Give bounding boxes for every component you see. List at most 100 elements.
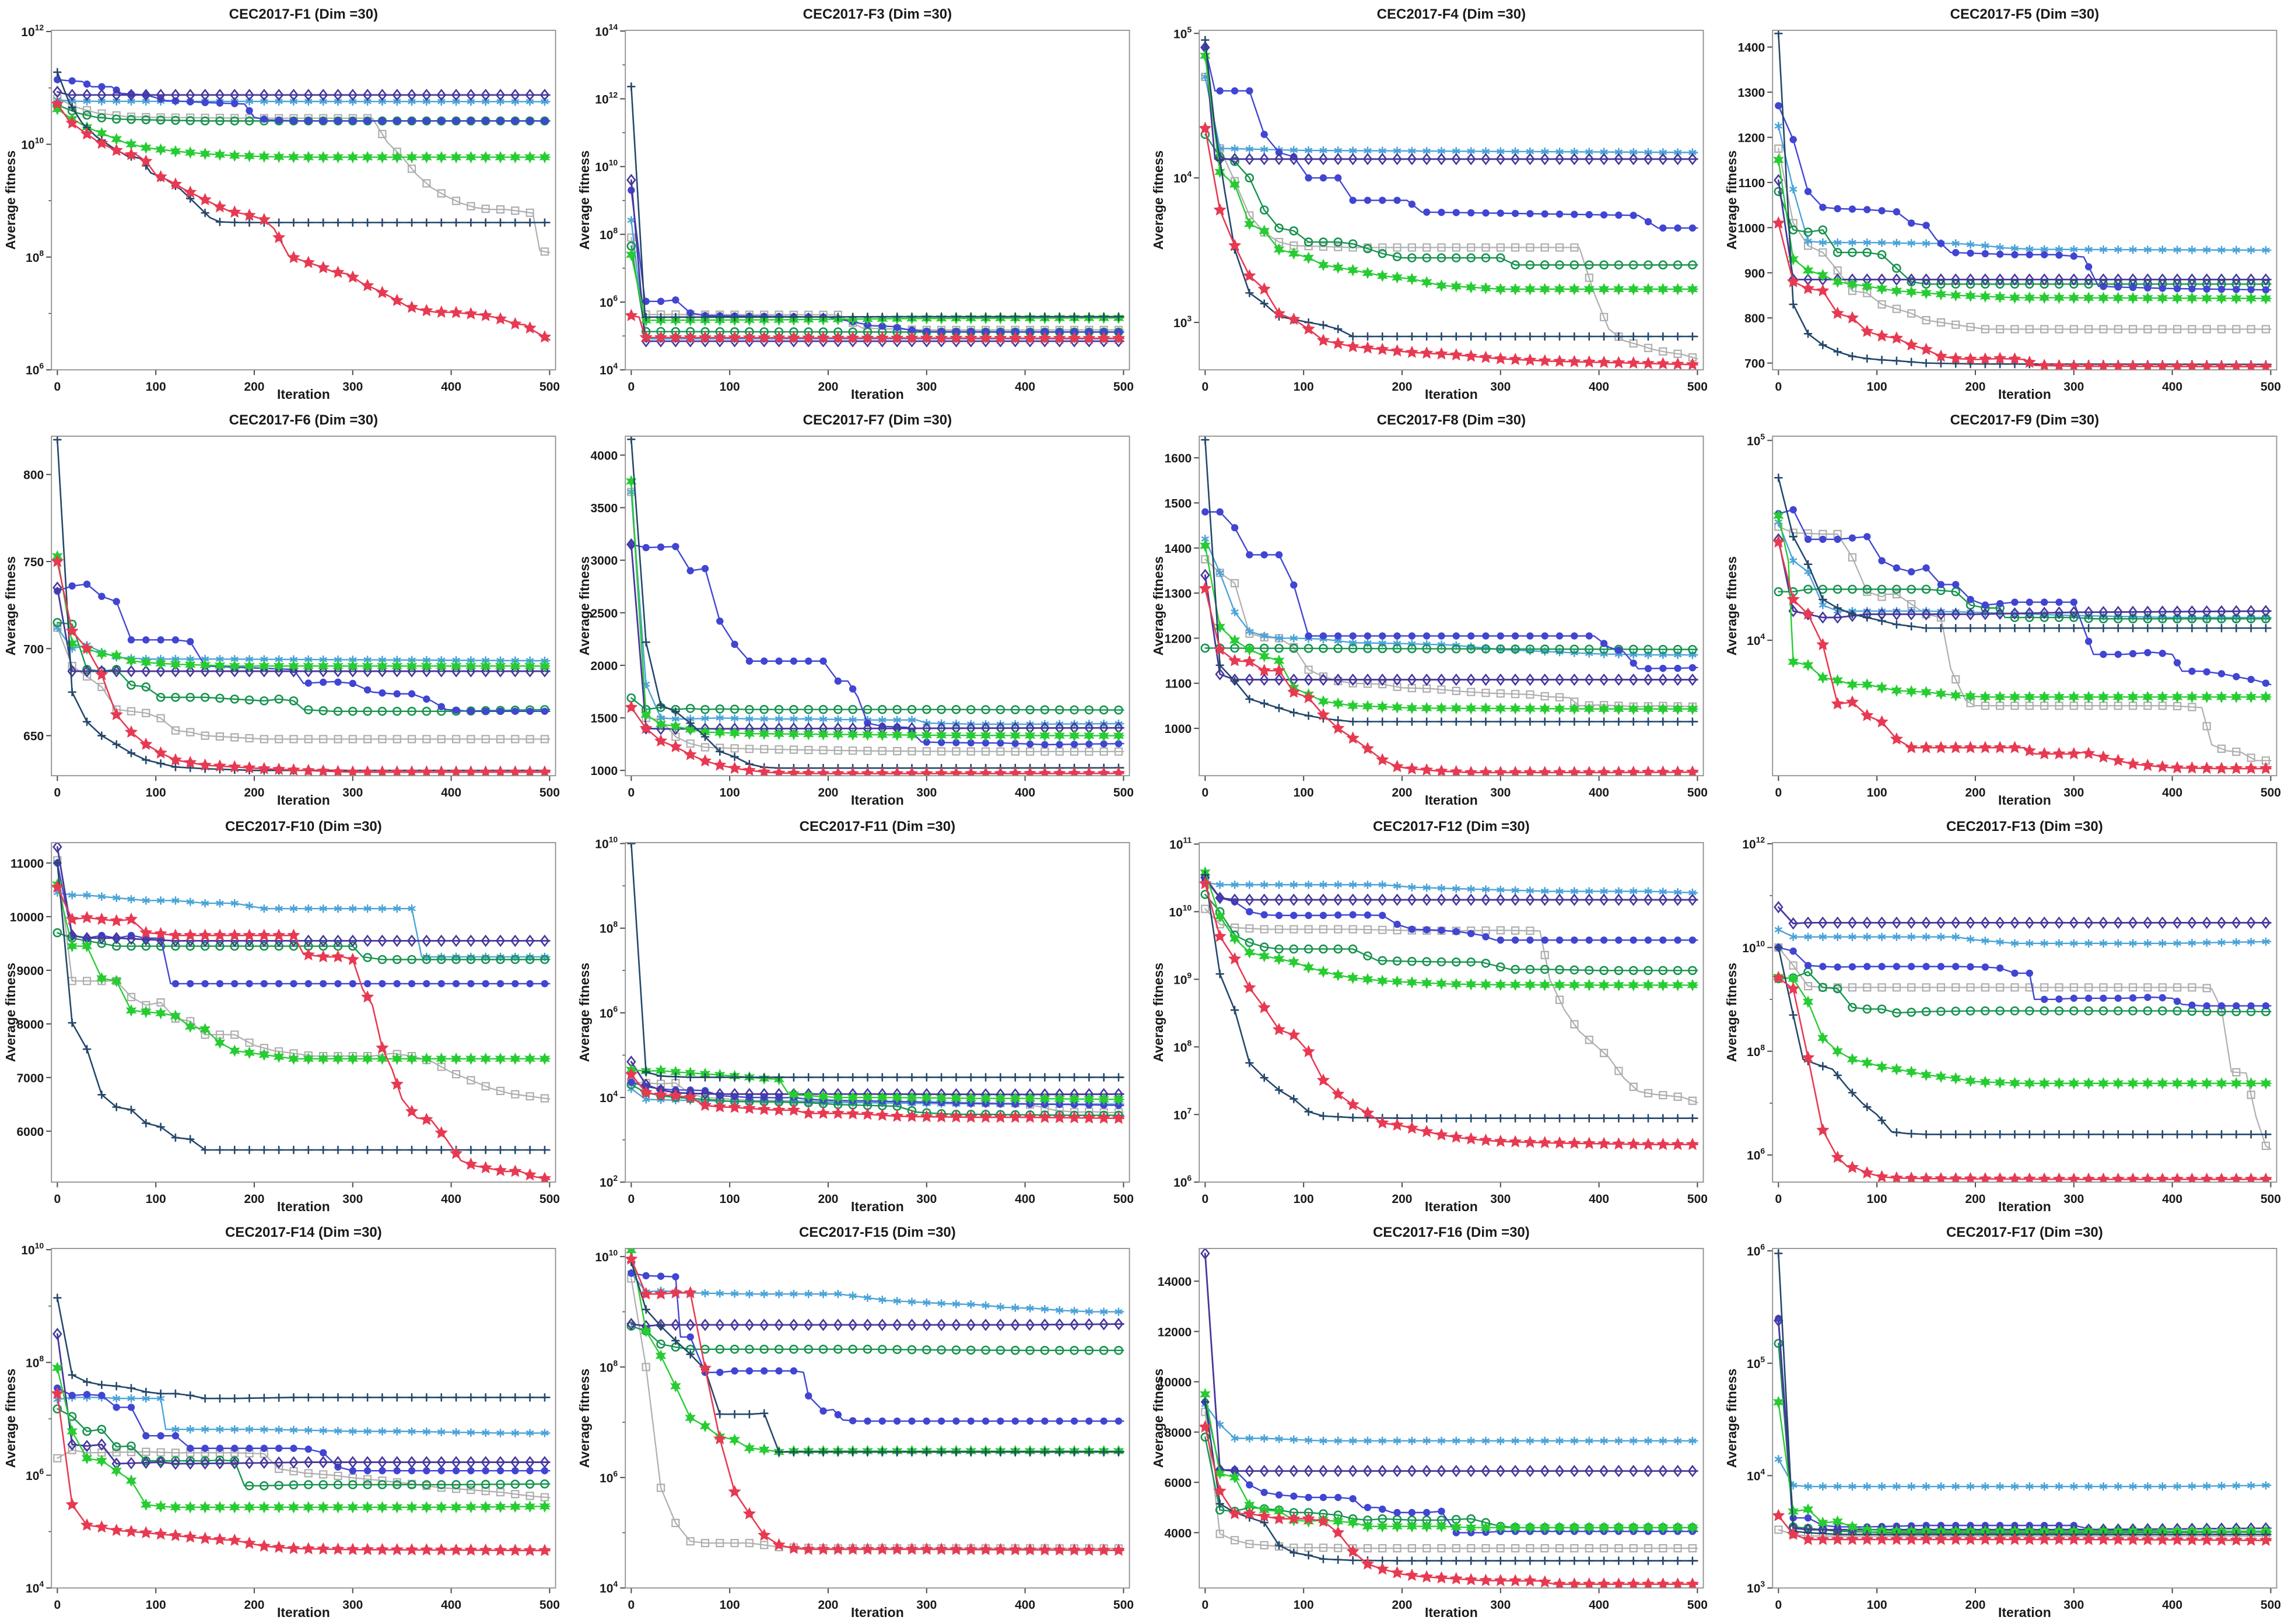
- axes-f15: 0 100 200 300 400 500 104 106 108 1010: [595, 1248, 1134, 1612]
- x-tick-label: 400: [1589, 380, 1609, 394]
- series-red-markers: [1772, 535, 2273, 774]
- x-tick-label: 400: [441, 1598, 461, 1612]
- chart-canvas-f17: 0 100 200 300 400 500 103 104 105 106 CEC2017-F17 …: [1724, 1225, 2281, 1620]
- x-tick-label: 200: [244, 786, 264, 799]
- y-tick-label: 1010: [21, 135, 44, 152]
- plot-box: [1772, 436, 2278, 777]
- x-tick-label: 400: [1589, 1598, 1609, 1612]
- y-tick-label: 106: [26, 1467, 44, 1483]
- series-dgreen-line: [57, 104, 551, 122]
- x-axis-label: Iteration: [851, 1605, 904, 1620]
- y-axis-label: Average fitness: [1151, 1369, 1166, 1468]
- series-blue-line: [1204, 1401, 1698, 1534]
- chart-title: CEC2017-F1 (Dim =30): [229, 6, 378, 22]
- y-axis-label: Average fitness: [577, 150, 592, 250]
- x-tick-label: 400: [441, 1192, 461, 1206]
- y-tick-label: 1012: [595, 90, 618, 106]
- series-red-markers: [625, 1067, 1125, 1124]
- series-blue-line: [57, 1387, 551, 1472]
- series-dgreen-line: [630, 1325, 1124, 1351]
- x-tick-label: 300: [916, 380, 937, 394]
- series-group-f7: [625, 436, 1125, 776]
- series-green-markers: [1773, 509, 2272, 704]
- series-dgreen-markers: [1774, 187, 2271, 289]
- series-gray-line: [1778, 148, 2272, 330]
- series-blue-markers: [54, 1384, 549, 1475]
- series-dgreen-markers: [626, 1321, 1123, 1355]
- y-tick-label: 7000: [17, 1071, 44, 1085]
- series-purple-markers: [52, 1327, 550, 1470]
- chart-f14: 0 100 200 300 400 500 104 106 108 1010 CEC2017-F14…: [0, 1218, 574, 1624]
- y-tick-label: 2500: [590, 607, 618, 620]
- x-tick-label: 200: [818, 786, 838, 799]
- y-tick-label: 1500: [590, 712, 618, 725]
- chart-canvas-f15: 0 100 200 300 400 500 104 106 108 1010 CEC2017-F15…: [577, 1225, 1134, 1620]
- chart-f12: 0 100 200 300 400 500 106 107 108 109 1010 1011 CEC2…: [1148, 812, 1722, 1218]
- y-tick-label: 108: [600, 919, 618, 935]
- x-tick-label: 200: [1965, 380, 1986, 394]
- series-navy-markers: [53, 1293, 549, 1403]
- y-tick-label: 1000: [1164, 722, 1192, 736]
- x-tick-label: 0: [628, 1192, 635, 1206]
- y-tick-label: 10000: [10, 910, 44, 924]
- x-axis-label: Iteration: [277, 1605, 330, 1620]
- series-group-f15: [625, 1248, 1125, 1556]
- series-gray-line: [1204, 1411, 1698, 1549]
- series-group-f13: [1772, 900, 2273, 1182]
- x-tick-label: 300: [916, 1598, 937, 1612]
- series-purple-line: [1204, 876, 1698, 900]
- plot-box: [1772, 30, 2278, 371]
- series-dgreen-markers: [52, 1404, 549, 1490]
- y-tick-label: 1011: [1169, 835, 1192, 851]
- y-tick-label: 1400: [1738, 41, 1765, 55]
- y-axis-label: Average fitness: [1724, 962, 1739, 1061]
- x-tick-label: 200: [1392, 786, 1412, 799]
- series-purple-markers: [1200, 1248, 1697, 1478]
- series-purple-line: [630, 1060, 1124, 1095]
- x-tick-label: 300: [342, 380, 363, 394]
- series-green-markers: [52, 1361, 551, 1514]
- series-dgreen-line: [630, 697, 1124, 711]
- x-tick-label: 100: [719, 380, 740, 394]
- y-axis-label: Average fitness: [1151, 150, 1166, 250]
- series-green-markers: [1199, 49, 1698, 296]
- series-dgreen-markers: [1774, 584, 2271, 624]
- x-axis-label: Iteration: [277, 792, 330, 808]
- chart-title: CEC2017-F10 (Dim =30): [225, 819, 382, 834]
- x-tick-label: 500: [1687, 1192, 1707, 1206]
- series-green-markers: [625, 475, 1124, 742]
- x-tick-label: 300: [1490, 380, 1511, 394]
- x-tick-label: 200: [818, 380, 838, 394]
- axes-f17: 0 100 200 300 400 500 103 104 105 106: [1747, 1242, 2281, 1612]
- y-tick-label: 1000: [1738, 222, 1765, 235]
- y-tick-label: 700: [1744, 357, 1765, 371]
- axes-f7: 0 100 200 300 400 500 1000 1500 2000 2500 3000 3500…: [590, 450, 1133, 800]
- y-tick-label: 14000: [1157, 1275, 1191, 1289]
- chart-title: CEC2017-F4 (Dim =30): [1376, 6, 1525, 22]
- y-tick-label: 1010: [1743, 938, 1765, 955]
- x-axis-label: Iteration: [1998, 387, 2051, 402]
- x-tick-label: 500: [1113, 1192, 1134, 1206]
- x-tick-label: 500: [1687, 1598, 1707, 1612]
- x-tick-label: 200: [1965, 1598, 1986, 1612]
- chart-title: CEC2017-F3 (Dim =30): [803, 6, 951, 22]
- axes-f16: 0 100 200 300 400 500 4000 6000 8000 10000 12000 14…: [1157, 1275, 1707, 1612]
- chart-f8: 0 100 200 300 400 500 1000 1100 1200 1300 1400 1500…: [1148, 406, 1722, 812]
- y-axis-label: Average fitness: [3, 556, 18, 655]
- series-group-f3: [625, 82, 1125, 348]
- axes-f1: 0 100 200 300 400 500 106 108 1010 1012: [21, 23, 560, 394]
- chart-f10: 0 100 200 300 400 500 6000 7000 8000 9000 10000 110…: [0, 812, 574, 1218]
- plot-box: [625, 1247, 1130, 1588]
- y-tick-label: 106: [1173, 1173, 1192, 1190]
- y-tick-label: 106: [600, 1469, 618, 1485]
- y-tick-label: 1012: [1743, 834, 1765, 851]
- x-tick-label: 100: [146, 1192, 166, 1206]
- series-group-f17: [1772, 1248, 2273, 1546]
- series-gray-line: [1204, 76, 1698, 360]
- x-tick-label: 100: [1293, 1192, 1313, 1206]
- series-green-line: [1204, 1393, 1698, 1528]
- chart-f5: 0 100 200 300 400 500 700 800 900 1000 1100 1200 130…: [1721, 0, 2295, 406]
- y-tick-label: 105: [1747, 1355, 1765, 1371]
- x-tick-label: 200: [1965, 1192, 1986, 1206]
- x-tick-label: 200: [1965, 786, 1986, 799]
